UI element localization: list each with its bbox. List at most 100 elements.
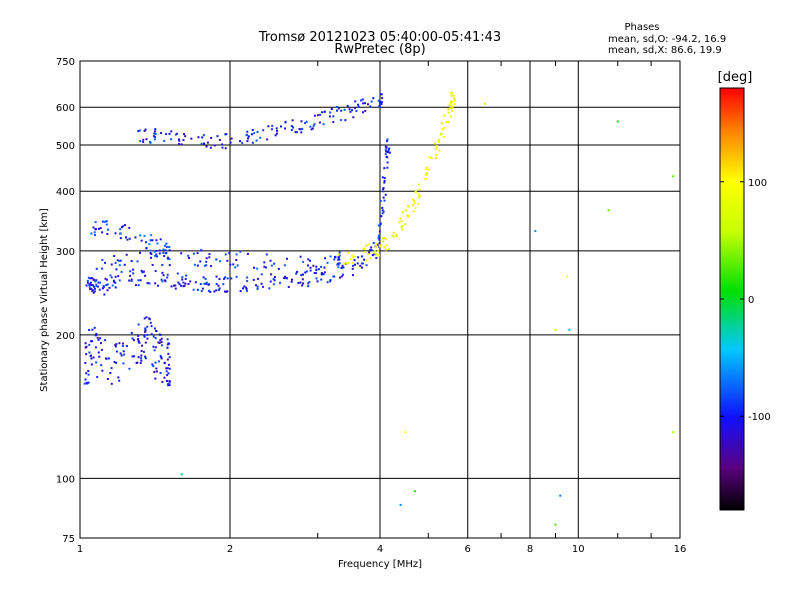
data-point bbox=[433, 142, 436, 145]
data-point bbox=[332, 120, 335, 123]
data-point bbox=[166, 276, 169, 279]
chart-title-line2: RwPretec (8p) bbox=[334, 42, 425, 57]
data-point bbox=[218, 278, 221, 281]
data-point bbox=[316, 280, 319, 283]
data-point bbox=[205, 264, 208, 267]
data-point bbox=[318, 121, 321, 124]
data-point bbox=[337, 263, 340, 266]
data-point bbox=[168, 132, 171, 135]
data-point bbox=[205, 281, 208, 284]
data-point bbox=[114, 261, 117, 264]
data-point bbox=[158, 360, 161, 363]
data-point bbox=[372, 97, 375, 100]
data-point bbox=[413, 490, 416, 493]
x-tick-label: 1 bbox=[77, 544, 83, 555]
y-axis-ticks: 75 100 200 300 400 500 600 750 bbox=[56, 57, 75, 545]
data-point bbox=[309, 125, 312, 128]
data-point bbox=[218, 287, 221, 290]
data-point bbox=[407, 214, 410, 217]
data-point bbox=[206, 141, 209, 144]
data-point bbox=[184, 135, 187, 138]
data-point bbox=[329, 255, 332, 258]
data-point bbox=[89, 288, 92, 291]
y-tick-label: 200 bbox=[56, 331, 75, 342]
data-point bbox=[351, 267, 354, 270]
data-point bbox=[447, 108, 450, 111]
data-point bbox=[176, 272, 179, 275]
data-point bbox=[251, 128, 254, 131]
data-point bbox=[141, 344, 144, 347]
data-point bbox=[181, 278, 184, 281]
data-point bbox=[103, 293, 106, 296]
data-point bbox=[215, 258, 218, 261]
data-point bbox=[235, 258, 238, 261]
data-point bbox=[380, 93, 383, 96]
data-point bbox=[384, 145, 387, 148]
data-point bbox=[351, 254, 354, 257]
data-point bbox=[378, 103, 381, 106]
data-point bbox=[154, 130, 157, 133]
data-point bbox=[87, 276, 90, 279]
y-tick-label: 500 bbox=[56, 141, 75, 152]
data-point bbox=[313, 123, 316, 126]
data-point bbox=[220, 143, 223, 146]
data-point bbox=[102, 286, 105, 289]
data-point bbox=[107, 228, 110, 231]
data-point bbox=[142, 270, 145, 273]
data-point bbox=[130, 331, 133, 334]
data-point bbox=[395, 235, 398, 238]
data-point bbox=[162, 274, 165, 277]
data-point bbox=[161, 380, 164, 383]
data-point bbox=[386, 140, 389, 143]
data-point bbox=[168, 380, 171, 383]
data-point bbox=[319, 113, 322, 116]
data-point bbox=[163, 362, 166, 365]
data-point bbox=[337, 266, 340, 269]
data-point bbox=[120, 354, 123, 357]
data-point bbox=[158, 341, 161, 344]
data-point bbox=[203, 264, 206, 267]
data-point bbox=[144, 341, 147, 344]
data-point bbox=[101, 220, 104, 223]
data-point bbox=[115, 342, 118, 345]
data-point bbox=[351, 109, 354, 112]
data-point bbox=[199, 283, 202, 286]
data-point bbox=[166, 257, 169, 260]
data-point bbox=[154, 270, 157, 273]
data-point bbox=[370, 249, 373, 252]
data-point bbox=[93, 287, 96, 290]
data-point bbox=[370, 100, 373, 103]
data-point bbox=[150, 325, 153, 328]
data-point bbox=[131, 355, 134, 358]
data-point bbox=[247, 137, 250, 140]
data-point bbox=[428, 168, 431, 171]
data-point bbox=[89, 277, 92, 280]
data-point bbox=[381, 209, 384, 212]
data-point bbox=[326, 281, 329, 284]
data-point bbox=[222, 283, 225, 286]
data-point bbox=[283, 277, 286, 280]
data-point bbox=[182, 139, 185, 142]
data-point bbox=[383, 199, 386, 202]
data-point bbox=[387, 248, 390, 251]
data-point bbox=[192, 288, 195, 291]
data-point bbox=[225, 290, 228, 293]
data-point bbox=[377, 224, 380, 227]
data-point bbox=[86, 279, 89, 282]
data-point bbox=[235, 253, 238, 256]
data-point bbox=[119, 228, 122, 231]
data-point bbox=[118, 379, 121, 382]
data-point bbox=[354, 107, 357, 110]
data-point bbox=[365, 264, 368, 267]
data-point bbox=[370, 246, 373, 249]
data-point bbox=[170, 138, 173, 141]
data-point bbox=[412, 204, 415, 207]
data-point bbox=[138, 341, 141, 344]
data-point bbox=[154, 128, 157, 131]
data-point bbox=[270, 273, 273, 276]
data-point bbox=[85, 381, 88, 384]
data-point bbox=[150, 333, 153, 336]
data-point bbox=[105, 284, 108, 287]
data-point bbox=[379, 222, 382, 225]
data-point bbox=[159, 132, 162, 135]
